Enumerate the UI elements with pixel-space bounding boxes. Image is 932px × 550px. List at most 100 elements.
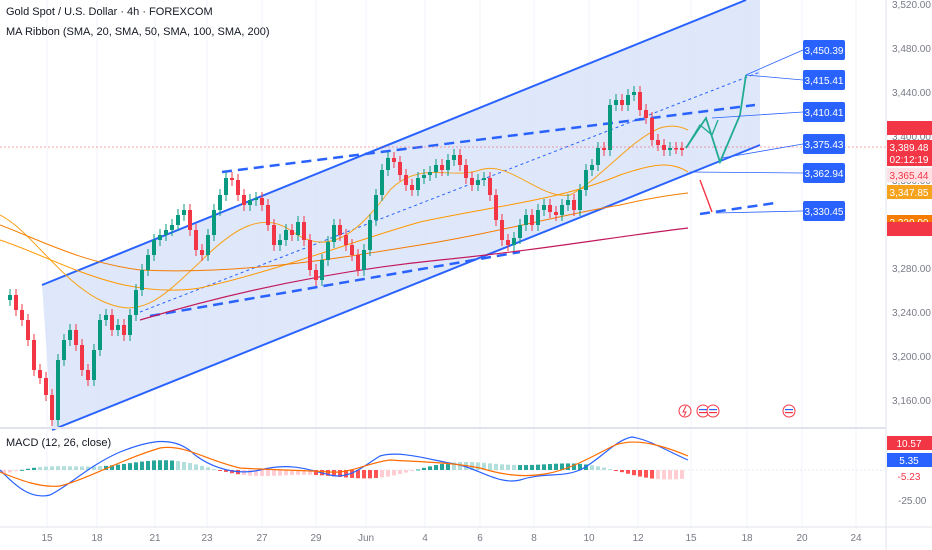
macd-histogram-bar: [8, 470, 12, 473]
macd-histogram-bar: [266, 470, 270, 477]
annotation-connector: [711, 111, 804, 119]
annotation-label: 3,330.45: [805, 207, 844, 218]
candle-body: [662, 145, 666, 150]
macd-histogram-bar: [656, 470, 660, 480]
annotation-box: [803, 201, 845, 221]
price-tick-label: 3,520.00: [892, 0, 931, 11]
macd-histogram-bar: [98, 466, 102, 470]
macd-histogram-bar: [548, 464, 552, 470]
macd-tick-label: -25.00: [898, 496, 927, 507]
candle-body: [554, 212, 558, 215]
macd-histogram-bar: [212, 468, 216, 470]
time-tick-label: 18: [91, 533, 103, 544]
projection-path-down: [699, 179, 713, 213]
candle-body: [164, 230, 168, 235]
candle-body: [524, 215, 528, 225]
macd-histogram-bar: [554, 463, 558, 470]
annotation-label: 3,450.39: [805, 46, 844, 57]
candle-body: [128, 315, 132, 335]
candle-body: [74, 330, 78, 345]
macd-value-tag: [887, 469, 932, 483]
candle-body: [104, 315, 108, 320]
macd-histogram-bar: [380, 470, 384, 478]
macd-histogram-bar: [560, 463, 564, 470]
candle-body: [368, 220, 372, 250]
candle-body: [608, 105, 612, 150]
candle-body: [242, 195, 246, 205]
candle-body: [32, 340, 36, 370]
price-tag-label: 3,347.85: [890, 188, 929, 199]
annotation-label: 3,375.43: [805, 140, 844, 151]
candle-body: [410, 185, 414, 190]
time-tick-label: 12: [632, 533, 644, 544]
event-icons-group: [678, 404, 796, 418]
candle-body: [266, 205, 270, 225]
candle-body: [14, 295, 18, 310]
resistance-dashed-line: [221, 103, 756, 174]
macd-histogram-bar: [338, 470, 342, 477]
channel-lower-line: [51, 144, 761, 431]
macd-histogram-bar: [194, 464, 198, 470]
macd-histogram-bar: [326, 470, 330, 476]
candle-body: [566, 200, 570, 205]
candle-body: [590, 165, 594, 170]
time-tick-label: 23: [201, 533, 213, 544]
candle-body: [176, 215, 180, 225]
macd-histogram-bar: [356, 470, 360, 479]
time-tick-label: 24: [850, 533, 862, 544]
macd-histogram-bar: [602, 467, 606, 470]
macd-histogram-bar: [374, 470, 378, 478]
candle-body: [20, 310, 24, 320]
candle-body: [236, 180, 240, 195]
indicator-ma-ribbon-label[interactable]: MA Ribbon (SMA, 20, SMA, 50, SMA, 100, S…: [6, 26, 270, 38]
candle-body: [170, 225, 174, 230]
macd-histogram-bar: [170, 460, 174, 470]
annotation-box: [803, 40, 845, 60]
macd-histogram-bar: [680, 470, 684, 479]
candle-body: [614, 100, 618, 105]
macd-histogram-bar: [56, 466, 60, 470]
ma-100-line: [0, 192, 689, 272]
candle-body: [578, 190, 582, 210]
macd-histogram-bar: [80, 466, 84, 470]
macd-value-label: 10.57: [896, 439, 921, 450]
candle-body: [248, 200, 252, 205]
candle-body: [110, 315, 114, 330]
macd-histogram-bar: [386, 470, 390, 477]
time-tick-label: 4: [422, 533, 428, 544]
macd-histogram-bar: [494, 463, 498, 470]
candle-body: [194, 230, 198, 250]
indicator-macd-label[interactable]: MACD (12, 26, close): [6, 437, 112, 449]
price-tag-label: 3,389.48: [890, 143, 929, 154]
candle-body: [470, 178, 474, 185]
macd-histogram-bar: [476, 462, 480, 470]
support-dashed-line: [149, 250, 521, 318]
macd-histogram-bar: [68, 466, 72, 470]
macd-histogram-bar: [230, 470, 234, 474]
macd-histogram-bar: [296, 470, 300, 475]
macd-histogram-bar: [392, 470, 396, 476]
time-tick-label: 27: [256, 533, 268, 544]
candle-body: [422, 175, 426, 178]
macd-value-tag: [887, 453, 932, 467]
time-tick-label: 29: [310, 533, 322, 544]
candle-body: [440, 165, 444, 170]
macd-histogram-bar: [530, 464, 534, 470]
macd-histogram-bar: [512, 464, 516, 470]
annotation-label: 3,415.41: [805, 76, 844, 87]
time-tick-label: 21: [149, 533, 161, 544]
candle-body: [596, 148, 600, 165]
candle-body: [434, 165, 438, 172]
macd-histogram-bar: [218, 470, 222, 471]
candles-group: [8, 86, 684, 426]
candle-body: [140, 270, 144, 290]
macd-histogram-bar: [146, 460, 150, 470]
macd-histogram-bar: [200, 465, 204, 470]
macd-histogram-bar: [368, 470, 372, 479]
macd-histogram-bar: [626, 470, 630, 474]
annotation-box: [803, 134, 845, 154]
macd-histogram-bar: [272, 470, 276, 476]
candle-body: [122, 325, 126, 335]
candle-body: [464, 165, 468, 178]
